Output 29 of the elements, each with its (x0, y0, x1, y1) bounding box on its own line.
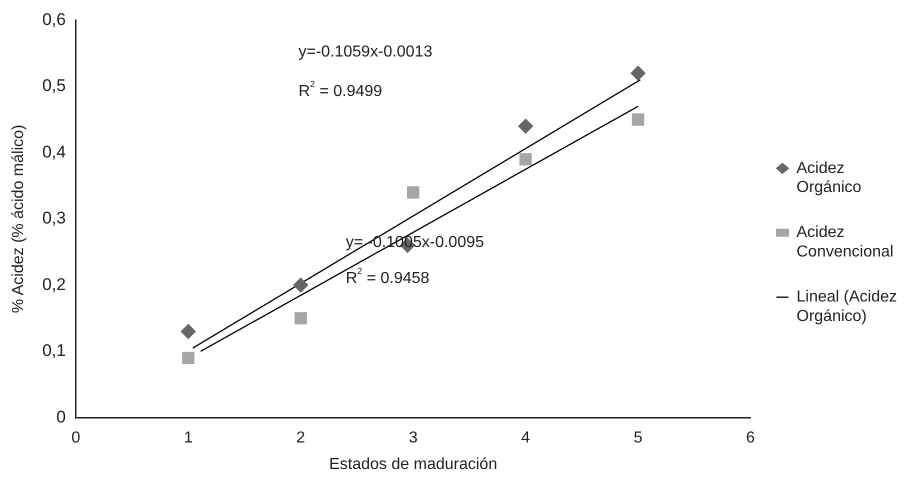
x-tick-label: 2 (296, 430, 306, 447)
y-tick-label: 0 (56, 407, 66, 426)
x-tick-label: 3 (408, 430, 418, 447)
point (182, 352, 194, 364)
y-tick-label: 0,3 (42, 208, 66, 228)
y-tick-label: 0,1 (42, 341, 66, 360)
point (180, 324, 196, 339)
point (518, 118, 534, 134)
y-tick-label: 0,5 (42, 76, 66, 96)
legend-label: Acidez Orgánico (796, 160, 862, 196)
y-tick-label: 0,2 (42, 274, 66, 294)
point (293, 278, 308, 293)
point (519, 153, 532, 166)
y-axis-title: % Acidez (% ácido málico) (10, 124, 28, 314)
x-tick-label: 6 (746, 430, 756, 447)
legend-label: Lineal (Acidez Orgánico) (796, 288, 897, 325)
x-tick-label: 5 (634, 430, 643, 447)
y-tick-label: 0,6 (42, 10, 66, 29)
legend-label: Acidez Convencional (796, 224, 894, 260)
point (407, 186, 420, 199)
x-tick-label: 0 (71, 430, 80, 447)
y-tick-label: 0,4 (42, 142, 66, 162)
x-tick-label: 1 (184, 430, 193, 447)
point (630, 66, 646, 81)
point (632, 113, 644, 126)
x-tick-label: 4 (521, 430, 530, 447)
annotation: y=-0.1059x-0.0013 (298, 43, 432, 60)
point (294, 312, 307, 324)
x-axis-title: Estados de maduración (329, 456, 498, 473)
